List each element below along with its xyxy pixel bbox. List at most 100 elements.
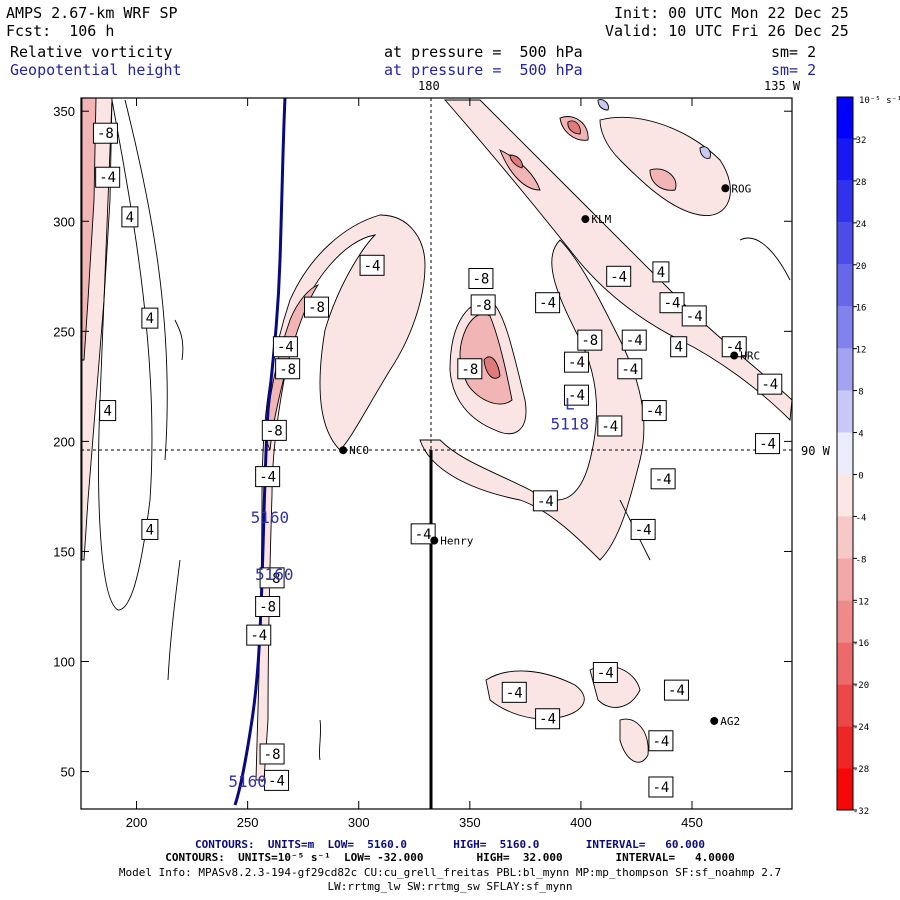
colorbar-tick-label: 32 — [856, 136, 867, 146]
station-marker — [339, 446, 348, 455]
vorticity-contour-label: 4 — [141, 518, 159, 540]
vorticity-label-box — [577, 329, 603, 351]
colorbar-tick-label: -24 — [853, 723, 869, 733]
colorbar-swatch — [837, 138, 853, 181]
field2-level: at pressure = 500 hPa — [384, 61, 583, 79]
height-contour-label: 5160 — [255, 565, 294, 584]
vorticity-contour-label: -4 — [681, 305, 707, 327]
vorticity-contour-label: -4 — [650, 468, 676, 490]
station-marker — [581, 215, 590, 224]
vorticity-label-box — [141, 307, 159, 329]
vorticity-contour-label: -4 — [410, 523, 436, 545]
vorticity-label-text: -4 — [626, 333, 643, 349]
lon-label-180: 180 — [418, 79, 440, 93]
vorticity-label-box — [648, 776, 674, 798]
vorticity-label-text: -4 — [652, 734, 669, 750]
vorticity-label-text: -4 — [506, 685, 523, 701]
vorticity-contour-label: -4 — [592, 662, 618, 684]
vorticity-label-box — [272, 336, 298, 358]
colorbar-swatch — [837, 432, 853, 475]
colorbar-frame — [836, 96, 854, 811]
model-info: Model Info: MPASv8.2.3-194-gf29cd82c CU:… — [118, 866, 782, 879]
vorticity-label-text: -4 — [761, 377, 778, 393]
colorbar-tick-label: -20 — [853, 681, 869, 691]
vorticity-label-text: -4 — [610, 269, 627, 285]
vorticity-label-text: -8 — [308, 300, 325, 316]
low-center-value: 5118 — [551, 414, 590, 433]
vorticity-label-box — [410, 523, 436, 545]
vorticity-label-box — [304, 296, 330, 318]
colorbar-swatch — [837, 97, 853, 139]
vorticity-label-box — [121, 206, 139, 228]
vorticity-label-box — [663, 679, 689, 701]
colorbar-swatch — [837, 768, 853, 810]
colorbar-tick-label: 4 — [858, 430, 863, 440]
vorticity-label-text: -8 — [475, 298, 492, 314]
vorticity-contour-label: -4 — [535, 708, 561, 730]
colorbar-swatch — [837, 558, 853, 601]
vorticity-label-box — [592, 662, 618, 684]
vorticity-contour-label: -8 — [259, 743, 285, 765]
colorbar-swatch — [837, 264, 853, 307]
vorticity-label-box — [95, 166, 121, 188]
vorticity-label-text: -4 — [652, 780, 669, 796]
vorticity-label-text: -4 — [601, 419, 618, 435]
vorticity-label-box — [617, 358, 643, 380]
vorticity-label-text: -4 — [268, 773, 285, 789]
vorticity-label-text: -4 — [621, 362, 638, 378]
vorticity-label-box — [630, 518, 656, 540]
vorticity-label-box — [92, 122, 118, 144]
vorticity-label-box — [652, 261, 670, 283]
station-label: AG2 — [720, 715, 740, 728]
colorbar: 10⁻⁵ s⁻¹ 32 28 24 20 16 12 8 4 0 -4 -8 -12 -16 -20 -24 -… — [836, 96, 900, 817]
vorticity-label-box — [535, 292, 561, 314]
vorticity-label-box — [457, 358, 483, 380]
vorticity-label-box — [501, 681, 527, 703]
vorticity-label-text: -8 — [97, 126, 114, 142]
vorticity-contour-label: -4 — [755, 433, 781, 455]
colorbar-tick-label: 20 — [856, 262, 867, 272]
vorticity-label-text: 4 — [146, 522, 154, 538]
vorticity-contour-label: -4 — [95, 166, 121, 188]
vorticity-label-box — [141, 518, 159, 540]
model-info-radiation: LW:rrtmg_lw SW:rrtmg_sw SFLAY:sf_mynn — [327, 880, 573, 893]
vorticity-contour-label: -4 — [641, 400, 667, 422]
colorbar-tick-label: -8 — [856, 555, 867, 565]
vorticity-label-text: -4 — [668, 683, 685, 699]
vorticity-label-box — [659, 292, 685, 314]
colorbar-unit: 10⁻⁵ s⁻¹ — [859, 96, 900, 106]
vorticity-contour-label: -4 — [597, 415, 623, 437]
y-tick-label: 150 — [53, 544, 75, 559]
vorticity-label-text: -4 — [664, 296, 681, 312]
forecast-hour: Fcst: 106 h — [6, 22, 115, 40]
colorbar-swatch — [837, 222, 853, 265]
colorbar-swatch — [837, 474, 853, 517]
station-label: ROG — [731, 182, 751, 195]
station-marker — [730, 351, 739, 360]
vorticity-label-text: -8 — [279, 362, 296, 378]
vorticity-contour-label: -4 — [663, 679, 689, 701]
vorticity-contour-label: -4 — [501, 681, 527, 703]
vorticity-contour-label: 4 — [141, 307, 159, 329]
vorticity-contour-label: -4 — [621, 329, 647, 351]
vorticity-contour-label: -4 — [606, 265, 632, 287]
vorticity-label-box — [597, 415, 623, 437]
vorticity-label-box — [621, 329, 647, 351]
vorticity-label-box — [264, 769, 290, 791]
lon-label-90w: 90 W — [801, 444, 831, 458]
vorticity-label-text: 4 — [103, 404, 111, 420]
vorticity-label-text: -4 — [415, 527, 432, 543]
vorticity-label-text: -4 — [646, 404, 663, 420]
vorticity-label-text: -4 — [568, 388, 585, 404]
y-tick-label: 50 — [61, 765, 75, 780]
vorticity-contour-label: -4 — [721, 336, 747, 358]
vorticity-label-text: -8 — [473, 272, 490, 288]
vorticity-label-text: -4 — [686, 309, 703, 325]
vorticity-label-text: -4 — [539, 296, 556, 312]
colorbar-swatch — [837, 684, 853, 727]
vorticity-label-text: -4 — [597, 666, 614, 682]
colorbar-tick-label: 24 — [856, 220, 867, 230]
vorticity-label-text: -4 — [259, 470, 276, 486]
x-tick-label: 400 — [570, 815, 592, 830]
